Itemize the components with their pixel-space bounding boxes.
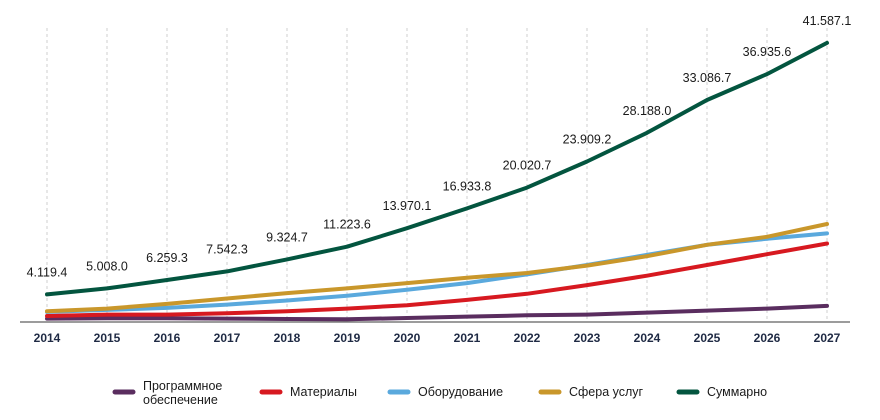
- x-tick-label: 2019: [334, 331, 361, 345]
- x-tick-label: 2020: [394, 331, 421, 345]
- data-label: 33.086.7: [683, 71, 732, 85]
- x-tick-label: 2024: [634, 331, 661, 345]
- x-tick-label: 2022: [514, 331, 541, 345]
- gridlines: [20, 28, 850, 323]
- x-tick-label: 2027: [814, 331, 841, 345]
- x-tick-label: 2014: [34, 331, 61, 345]
- data-label: 11.223.6: [323, 218, 371, 232]
- legend-item: Суммарно: [676, 385, 767, 399]
- data-label: 9.324.7: [266, 230, 308, 244]
- data-label: 4.119.4: [27, 265, 68, 279]
- legend-item: Оборудование: [387, 385, 503, 399]
- data-label: 36.935.6: [743, 45, 792, 59]
- legend-label: Сфера услуг: [569, 385, 644, 399]
- data-label: 13.970.1: [383, 199, 432, 213]
- x-tick-label: 2015: [94, 331, 121, 345]
- x-tick-label: 2017: [214, 331, 241, 345]
- data-label: 41.587.1: [803, 14, 852, 28]
- legend-label: обеспечение: [143, 393, 218, 407]
- x-tick-label: 2016: [154, 331, 181, 345]
- data-label: 7.542.3: [206, 242, 248, 256]
- data-label: 16.933.8: [443, 179, 492, 193]
- data-labels: 4.119.4 5.008.0 6.259.3 7.542.3 9.324.7 11.22…: [27, 14, 852, 279]
- series-line-программное-обеспечение: [45, 303, 829, 322]
- x-tick-label: 2026: [754, 331, 781, 345]
- legend-label: Программное: [143, 379, 222, 393]
- legend-item: Сфера услуг: [538, 385, 644, 399]
- x-axis-ticks: 2014 2015 2016 2017 2018 2019 2020 2021 2022 2023…: [34, 331, 841, 345]
- series-line-материалы: [45, 241, 829, 318]
- x-tick-label: 2021: [454, 331, 481, 345]
- x-tick-label: 2025: [694, 331, 721, 345]
- legend-label: Материалы: [290, 385, 357, 399]
- legend-label: Оборудование: [418, 385, 503, 399]
- x-tick-label: 2023: [574, 331, 601, 345]
- data-label: 20.020.7: [503, 159, 552, 173]
- data-label: 6.259.3: [146, 251, 188, 265]
- data-label: 23.909.2: [563, 133, 612, 147]
- series-line-суммарно: [45, 40, 829, 297]
- series-line-сфера-услуг: [45, 222, 829, 314]
- legend-item: Материалы: [259, 385, 357, 399]
- data-label: 5.008.0: [86, 259, 128, 273]
- x-tick-label: 2018: [274, 331, 301, 345]
- legend-label: Суммарно: [707, 385, 767, 399]
- series-lines: [45, 40, 829, 322]
- data-label: 28.188.0: [623, 104, 672, 118]
